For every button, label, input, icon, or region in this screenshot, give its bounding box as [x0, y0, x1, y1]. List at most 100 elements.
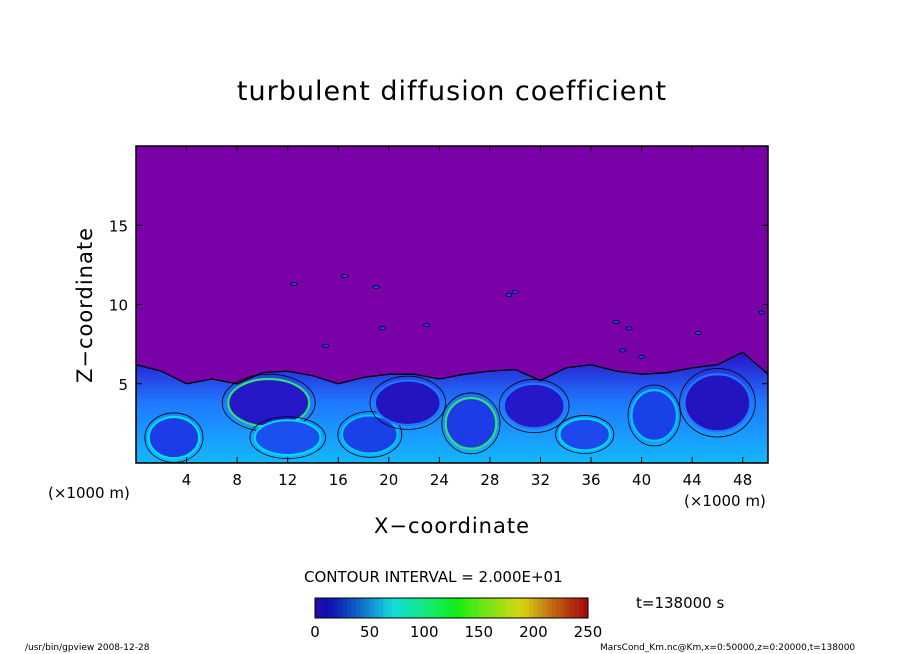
colorbar-cell	[574, 598, 580, 618]
colorbar-cell	[451, 598, 457, 618]
eddy-contour	[498, 378, 570, 433]
eddy-contour	[679, 368, 756, 438]
colorbar-cell	[565, 598, 571, 618]
colorbar-cell	[542, 598, 548, 618]
colorbar-cell	[351, 598, 357, 618]
colorbar-cell	[315, 598, 320, 618]
colorbar-cell	[469, 598, 475, 618]
eddy-contour	[555, 415, 615, 454]
colorbar-cell	[510, 598, 516, 618]
eddy-cell	[683, 373, 752, 433]
colorbar-cell	[401, 598, 407, 618]
colorbar-cell	[551, 598, 557, 618]
colorbar-cell	[369, 598, 375, 618]
colorbar-cell	[492, 598, 498, 618]
colorbar-cell	[478, 598, 484, 618]
eddy-cell	[502, 382, 566, 430]
chart-title: turbulent diffusion coefficient	[236, 76, 668, 107]
x-tick-label: 8	[232, 471, 242, 489]
colorbar-cell	[374, 598, 380, 618]
eddy-contour	[369, 375, 446, 430]
contour-blob	[758, 310, 766, 315]
colorbar-cell	[419, 598, 425, 618]
colorbar-cell	[483, 598, 489, 618]
x-axis-unit-label: (×1000 m)	[684, 492, 766, 510]
colorbar-cell	[547, 598, 552, 618]
colorbar-tick-label: 0	[310, 623, 320, 641]
colorbar-cell	[406, 598, 411, 618]
colorbar-cell	[360, 598, 366, 618]
colorbar-cell	[556, 598, 562, 618]
colorbar-cell	[333, 598, 339, 618]
colorbar-cell	[501, 598, 507, 618]
contour-interval-label: CONTOUR INTERVAL = 2.000E+01	[304, 568, 563, 586]
x-tick-label: 24	[430, 471, 449, 489]
colorbar-cell	[578, 598, 584, 618]
colorbar-cell	[392, 598, 398, 618]
contour-blob	[625, 326, 633, 331]
x-tick-label: 40	[632, 471, 651, 489]
footer-data-source: MarsCond_Km.nc@Km,x=0:50000,z=0:20000,t=…	[600, 643, 856, 653]
colorbar-cell	[428, 598, 434, 618]
eddy-cell	[340, 414, 399, 455]
y-axis-label: Z−coordinate	[73, 227, 97, 383]
x-tick-label: 12	[278, 471, 297, 489]
colorbar-cell	[524, 598, 530, 618]
colorbar-tick-label: 50	[360, 623, 379, 641]
colorbar-cell	[442, 598, 448, 618]
colorbar-cell	[410, 598, 416, 618]
contour-blob	[505, 292, 513, 297]
eddy-contour	[441, 392, 501, 455]
contour-blob	[612, 319, 620, 324]
eddy-cell	[444, 396, 498, 450]
colorbar-cell	[560, 598, 566, 618]
colorbar-tick-label: 200	[519, 623, 548, 641]
x-tick-label: 32	[531, 471, 550, 489]
y-tick-label: 15	[109, 217, 128, 235]
eddy-cell	[558, 417, 612, 452]
colorbar-cell	[537, 598, 543, 618]
colorbar-cell	[474, 598, 480, 618]
footer-program-date: /usr/bin/gpview 2008-12-28	[25, 643, 150, 653]
y-tick-label: 5	[118, 376, 128, 394]
colorbar-cell	[497, 598, 502, 618]
colorbar-cell	[378, 598, 384, 618]
colorbar-cell	[446, 598, 452, 618]
y-axis-ticks: 5 10 15	[109, 217, 768, 394]
colorbar-cell	[415, 598, 421, 618]
eddy-cell	[630, 388, 679, 442]
colorbar-tick-label: 100	[410, 623, 439, 641]
y-axis-unit-label: (×1000 m)	[48, 484, 130, 502]
contour-blob	[322, 343, 330, 348]
colorbar-cell	[569, 598, 575, 618]
contour-blob	[379, 326, 386, 331]
x-tick-label: 48	[733, 471, 752, 489]
colorbar-cell	[319, 598, 325, 618]
colorbar-cell	[437, 598, 443, 618]
colorbar-cell	[456, 598, 461, 618]
x-tick-label: 28	[480, 471, 499, 489]
x-tick-label: 20	[379, 471, 398, 489]
convective-layer	[136, 273, 768, 463]
colorbar-cell	[583, 598, 589, 618]
x-axis-ticks: 4 8 12 16 20 24 28 32 36 40 44 48	[182, 146, 752, 489]
colorbar-tick-label: 250	[574, 623, 603, 641]
colorbar-cell	[346, 598, 352, 618]
contour-blob	[341, 273, 348, 278]
colorbar-cell	[533, 598, 539, 618]
contour-blob	[511, 289, 519, 294]
colorbar-cell	[519, 598, 525, 618]
contour-blob	[423, 323, 431, 328]
x-tick-label: 44	[683, 471, 702, 489]
colorbar-cell	[383, 598, 389, 618]
colorbar-cell	[328, 598, 334, 618]
colorbar-cell	[324, 598, 330, 618]
colorbar-cell	[365, 598, 370, 618]
colorbar-cell	[487, 598, 493, 618]
contour-blob	[695, 331, 702, 336]
colorbar-cell	[460, 598, 466, 618]
contour-blob	[372, 285, 380, 290]
colorbar-cell	[528, 598, 534, 618]
colorbar-cell	[355, 598, 361, 618]
